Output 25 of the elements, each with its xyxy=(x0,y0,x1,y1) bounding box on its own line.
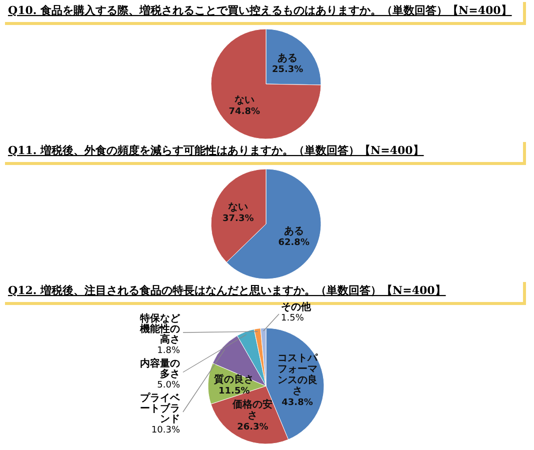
pie-slice xyxy=(210,28,322,140)
data-label: 10.3% xyxy=(151,426,180,436)
data-label: 74.8% xyxy=(228,107,260,118)
data-label: 1.5% xyxy=(281,314,304,324)
data-label: 62.8% xyxy=(278,238,310,248)
chart-title: Q10. 食品を購入する際、増税されることで買い控えるものはありますか。（単数回答）【N=400】 xyxy=(8,4,512,17)
data-label: 37.3% xyxy=(222,214,254,224)
slice-label: 価格の安さ xyxy=(232,398,273,422)
data-label: 11.5% xyxy=(218,386,250,397)
data-label: 25.3% xyxy=(272,64,304,75)
slice-label: プライベートブランド xyxy=(140,392,181,425)
slice-label: ある xyxy=(278,52,298,64)
chart-title: Q12. 増税後、注目される食品の特長はなんだと思いますか。（単数回答）【N=400】 xyxy=(8,284,446,297)
data-label: 1.8% xyxy=(157,346,180,356)
slice-label: その他 xyxy=(281,301,312,313)
slice-label: コストパフォーマンスの良さ xyxy=(277,353,318,398)
data-label: 26.3% xyxy=(237,422,268,432)
data-label: 43.8% xyxy=(282,398,313,408)
slice-label: 内容量の多さ xyxy=(140,358,180,380)
data-label: 5.0% xyxy=(157,380,180,390)
slice-label: ない xyxy=(234,95,254,106)
slice-label: 特保など機能性の高さ xyxy=(139,312,181,346)
chart-title: Q11. 増税後、外食の頻度を減らす可能性はありますか。（単数回答）【N=400】 xyxy=(8,144,424,157)
slice-label: ない xyxy=(228,202,248,214)
slice-label: ある xyxy=(284,226,304,237)
